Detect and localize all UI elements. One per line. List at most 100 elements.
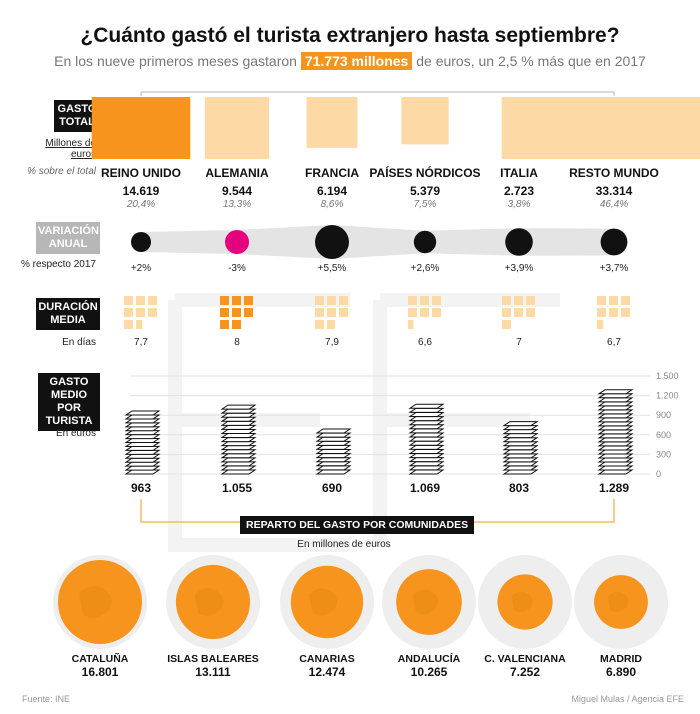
avg-bill-resto-mundo-15 (597, 413, 634, 419)
total-square-francia (306, 97, 358, 148)
avg-bill-alemania-2 (220, 465, 257, 471)
avg-bill-reino-unido-4 (124, 457, 161, 463)
day-cell-italia-6 (526, 308, 535, 317)
region-section-unit: En millones de euros (297, 539, 391, 550)
avg-bill-reino-unido-7 (124, 445, 161, 451)
total-value-paises-nordicos: 5.379 (409, 184, 441, 198)
day-cell-alemania-7 (220, 320, 229, 329)
duration-label-reino-unido: 7,7 (134, 337, 148, 348)
avg-bill-francia-5 (315, 453, 352, 459)
avg-bill-francia-7 (315, 444, 352, 450)
total-bracket-line (140, 91, 615, 96)
avg-bill-italia-5 (502, 453, 539, 459)
avg-bill-reino-unido-2 (124, 465, 161, 471)
avg-value-italia: 803 (508, 481, 530, 495)
variation-label-resto-mundo: +3,7% (599, 263, 629, 274)
avg-bill-alemania-3 (220, 461, 257, 467)
day-cell-reino-unido-2 (136, 296, 145, 305)
total-value-francia: 6.194 (316, 184, 348, 198)
subtitle-after: de euros, un 2,5 % más que en 2017 (412, 53, 646, 69)
avg-value-resto-mundo: 1.289 (598, 481, 630, 495)
avg-bill-paises-nordicos-14 (408, 416, 445, 422)
avg-tick-label-600: 600 (656, 430, 671, 440)
day-cell-alemania-5 (232, 308, 241, 317)
region-map-c-valenciana (511, 591, 533, 613)
day-cell-italia-1 (502, 296, 511, 305)
region-value: 10.265 (410, 665, 448, 679)
avg-bill-paises-nordicos-9 (408, 436, 445, 442)
subtitle-highlight: 71.773 millones (300, 52, 413, 70)
avg-bill-resto-mundo-19 (597, 397, 634, 403)
total-value-reino-unido: 14.619 (122, 184, 160, 198)
avg-bill-alemania-16 (220, 408, 257, 414)
total-share-francia: 8,6% (320, 199, 344, 210)
total-share-reino-unido: 20,4% (126, 199, 156, 210)
day-cell-resto-mundo-1 (597, 296, 606, 305)
avg-bill-italia-13 (502, 421, 539, 427)
avg-bill-alemania-8 (220, 441, 257, 447)
avg-bill-resto-mundo-16 (597, 409, 634, 415)
avg-bill-resto-mundo-9 (597, 437, 634, 443)
avg-bill-paises-nordicos-7 (408, 444, 445, 450)
variation-label-alemania: -3% (228, 263, 246, 274)
avg-stack-resto-mundo (597, 389, 634, 475)
avg-bill-alemania-7 (220, 445, 257, 451)
avg-bill-reino-unido-14 (124, 418, 161, 424)
day-cell-francia-4 (315, 308, 324, 317)
day-cell-alemania-1 (220, 296, 229, 305)
avg-stack-francia (315, 428, 352, 475)
duration-label-francia: 7,9 (325, 337, 339, 348)
avg-value-paises-nordicos: 1.069 (409, 481, 441, 495)
day-cell-reino-unido-7 (124, 320, 133, 329)
avg-bill-resto-mundo-10 (597, 433, 634, 439)
region-name: C. VALENCIANA (484, 653, 566, 665)
avg-bill-reino-unido-12 (124, 426, 161, 432)
variation-label-francia: +5,5% (317, 263, 347, 274)
avg-bill-resto-mundo-13 (597, 421, 634, 427)
avg-bill-reino-unido-3 (124, 461, 161, 467)
duration-label-alemania: 8 (234, 337, 240, 348)
day-cell-paises-nordicos-6 (432, 308, 441, 317)
day-cell-reino-unido-3 (148, 296, 157, 305)
avg-bill-alemania-10 (220, 433, 257, 439)
avg-bill-reino-unido-10 (124, 434, 161, 440)
day-cell-italia-2 (514, 296, 523, 305)
region-name: CANARIAS (299, 653, 355, 665)
region-value: 16.801 (81, 665, 119, 679)
day-cell-italia-7 (502, 320, 511, 329)
variation-circle-resto-mundo (600, 228, 628, 256)
variacion-label: VARIACIÓN ANUAL (36, 222, 100, 254)
day-cell-paises-nordicos-4 (408, 308, 417, 317)
region-name: ISLAS BALEARES (167, 653, 259, 665)
avg-bill-resto-mundo-12 (597, 425, 634, 431)
variation-label-paises-nordicos: +2,6% (410, 263, 440, 274)
total-square-alemania (204, 97, 270, 159)
variation-label-italia: +3,9% (504, 263, 534, 274)
credit-note: Miguel Mulas / Agencia EFE (571, 694, 684, 704)
day-cell-resto-mundo-7 (597, 320, 604, 329)
avg-bill-resto-mundo-17 (597, 405, 634, 411)
avg-bill-reino-unido-1 (124, 469, 161, 475)
avg-bill-italia-11 (502, 429, 539, 435)
variation-circle-francia (315, 225, 349, 259)
region-map-canarias (308, 588, 338, 616)
avg-tick-label-1200: 1.200 (656, 391, 679, 401)
avg-bill-alemania-6 (220, 449, 257, 455)
region-label-c-valenciana: C. VALENCIANA 7.252 (465, 653, 585, 679)
avg-bill-alemania-13 (220, 420, 257, 426)
avg-bill-italia-8 (502, 441, 539, 447)
total-share-alemania: 13,3% (222, 199, 252, 210)
region-map-islas-baleares (194, 587, 224, 617)
country-name-alemania: ALEMANIA (205, 166, 269, 180)
day-cell-paises-nordicos-7 (408, 320, 414, 329)
total-value-resto-mundo: 33.314 (595, 184, 633, 198)
avg-bill-alemania-17 (220, 404, 257, 410)
total-share-paises-nordicos: 7,5% (413, 199, 437, 210)
avg-bill-paises-nordicos-6 (408, 448, 445, 454)
avg-bill-italia-7 (502, 445, 539, 451)
region-value: 6.890 (605, 665, 637, 679)
region-value: 7.252 (509, 665, 541, 679)
region-name: ANDALUCÍA (397, 653, 461, 665)
avg-tick-label-0: 0 (656, 469, 661, 479)
region-map-andalucia (412, 589, 439, 615)
